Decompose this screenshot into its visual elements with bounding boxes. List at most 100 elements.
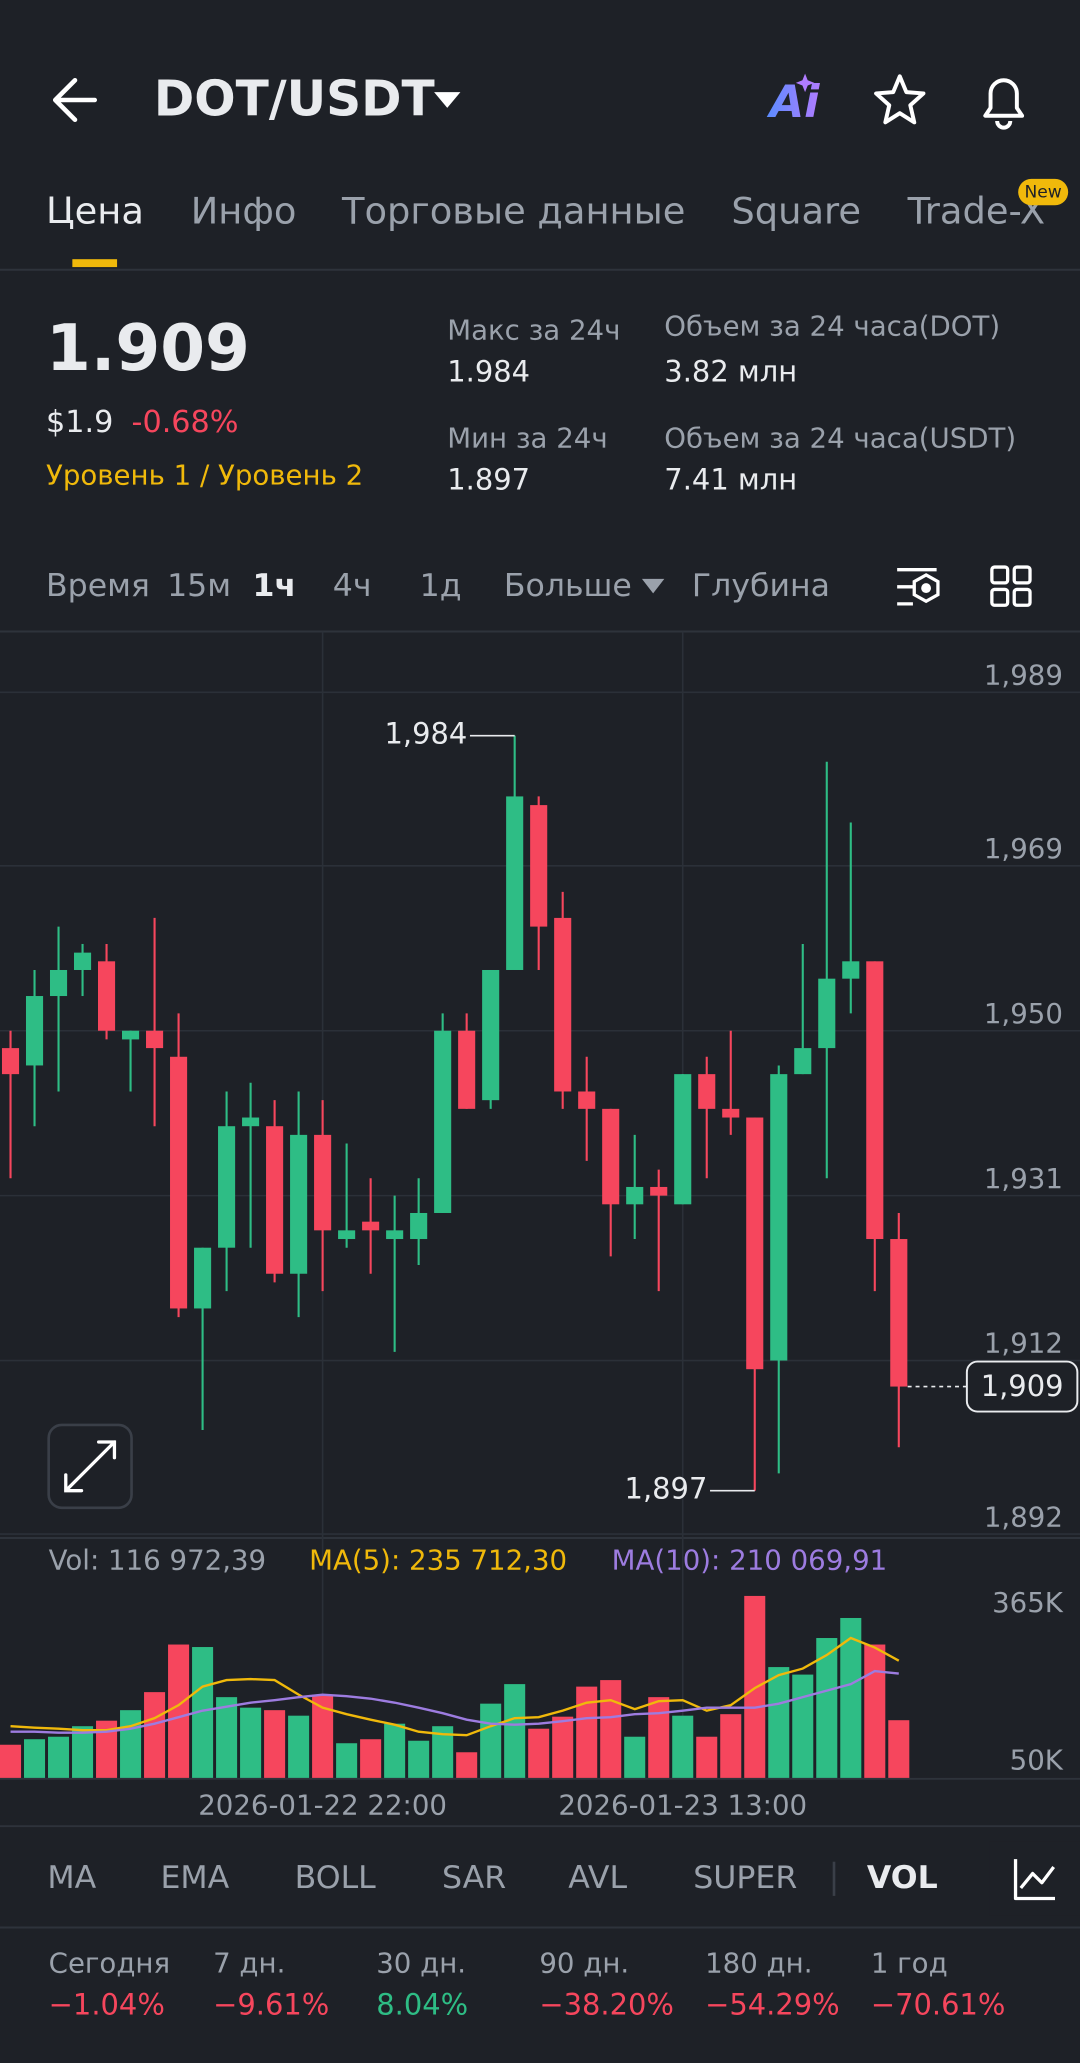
extreme-label: 1,984: [384, 717, 467, 751]
volume-bar: [840, 1617, 862, 1779]
interval[interactable]: 4ч: [333, 568, 372, 604]
volume-legend: Vol: 116 972,39: [49, 1544, 266, 1577]
y-tick-label: 1,912: [984, 1327, 1063, 1360]
stat-value: 1.984: [447, 355, 530, 389]
favorite-button[interactable]: [874, 74, 926, 125]
indicator-settings-button[interactable]: [1013, 1859, 1056, 1901]
volume-bar: [480, 1703, 502, 1779]
chart-settings-button[interactable]: [897, 568, 940, 606]
candle-body: [98, 961, 116, 1031]
volume-bar: [120, 1710, 142, 1779]
stat-label: Макс за 24ч: [447, 314, 620, 347]
candle-body: [122, 1030, 140, 1040]
candle-body: [770, 1074, 788, 1361]
candle-body: [626, 1186, 644, 1205]
volume-bar: [864, 1644, 886, 1779]
period-label: 180 дн.: [705, 1946, 812, 1979]
volume-bar: [672, 1715, 694, 1779]
indicator[interactable]: SUPER: [693, 1860, 797, 1896]
pair-dropdown[interactable]: [434, 92, 461, 108]
stat-value: 1.897: [447, 463, 530, 497]
ai-sparkle: [795, 73, 815, 93]
volume-bar: [384, 1723, 406, 1779]
more-dropdown[interactable]: [641, 578, 665, 594]
candle-body: [290, 1134, 308, 1274]
usd-price: $1.9: [46, 405, 113, 440]
last-price-box: [965, 1360, 1079, 1413]
stat-value: 3.82 млн: [664, 355, 797, 389]
candle-body: [818, 978, 836, 1049]
volume-bar: [432, 1726, 454, 1779]
stat-value: 7.41 млн: [664, 463, 797, 497]
indicator[interactable]: BOLL: [295, 1860, 377, 1896]
tab[interactable]: Торговые данные: [341, 190, 685, 233]
volume-bar: [336, 1743, 358, 1779]
x-tick-label: 2026-01-22 22:00: [198, 1788, 447, 1821]
candle-body: [530, 805, 548, 927]
indicator[interactable]: EMA: [160, 1860, 229, 1896]
candle-body: [25, 996, 44, 1066]
y-tick-label: 1,931: [984, 1162, 1063, 1195]
indicator[interactable]: AVL: [568, 1860, 627, 1896]
indicator[interactable]: SAR: [442, 1860, 506, 1896]
interval[interactable]: Глубина: [692, 568, 830, 604]
indicator[interactable]: VOL: [867, 1860, 938, 1896]
candle-body: [482, 969, 500, 1101]
ma-line: [10, 1669, 899, 1734]
candle-body: [49, 969, 68, 997]
volume-bar: [240, 1707, 262, 1779]
candle-body: [434, 1030, 452, 1213]
interval[interactable]: 1ч: [253, 568, 297, 604]
interval[interactable]: Больше: [504, 568, 632, 604]
tab[interactable]: Square: [731, 190, 861, 233]
volume-bar: [816, 1638, 838, 1779]
order-book-levels[interactable]: Уровень 1 / Уровень 2: [46, 458, 363, 491]
ma-line: [10, 1636, 900, 1737]
alert-button[interactable]: [983, 78, 1025, 130]
stat-label: Объем за 24 часа(DOT): [664, 310, 1000, 343]
period-change: −9.61%: [213, 1987, 329, 2021]
y-tick-label: 1,969: [984, 832, 1063, 865]
interval[interactable]: 1д: [420, 568, 462, 604]
volume-bar: [624, 1736, 646, 1779]
ma5-legend: MA(5): 235 712,30: [309, 1544, 567, 1577]
extreme-label: 1,897: [625, 1472, 708, 1506]
volume-bar: [552, 1716, 574, 1779]
interval[interactable]: 15м: [167, 568, 231, 604]
interval[interactable]: Время: [46, 568, 150, 604]
tab[interactable]: Цена: [46, 190, 144, 233]
indicator[interactable]: MA: [47, 1860, 96, 1896]
candle-body: [554, 917, 572, 1092]
candle-body: [890, 1239, 908, 1387]
price-change: -0.68%: [132, 405, 239, 440]
volume-bar: [360, 1739, 382, 1779]
pair-title[interactable]: DOT/USDT: [154, 72, 435, 128]
candle-body: [266, 1126, 284, 1274]
candle-body: [338, 1230, 356, 1240]
layout-button[interactable]: [990, 565, 1032, 607]
volume-bar: [144, 1692, 166, 1779]
candle-body: [170, 1056, 188, 1309]
candle-body: [314, 1134, 332, 1231]
volume-bar: [24, 1739, 46, 1779]
volume-bar: [408, 1740, 430, 1779]
ma10-legend: MA(10): 210 069,91: [612, 1544, 888, 1577]
candle-body: [1, 1048, 20, 1075]
back-button[interactable]: [52, 77, 98, 123]
candle-body: [458, 1030, 476, 1109]
volume-bar: [648, 1697, 670, 1779]
candle-body: [386, 1230, 404, 1240]
period-label: Сегодня: [49, 1946, 170, 1979]
volume-bar: [96, 1720, 118, 1779]
candle-body: [650, 1186, 668, 1196]
period-label: 30 дн.: [376, 1946, 466, 1979]
candle-body: [674, 1074, 692, 1205]
volume-bar: [168, 1644, 190, 1779]
volume-bar: [888, 1720, 910, 1779]
volume-bar: [216, 1697, 238, 1779]
candle-body: [578, 1091, 596, 1109]
volume-bar: [792, 1674, 814, 1779]
stat-label: Мин за 24ч: [447, 421, 607, 454]
tab[interactable]: Инфо: [191, 190, 297, 233]
